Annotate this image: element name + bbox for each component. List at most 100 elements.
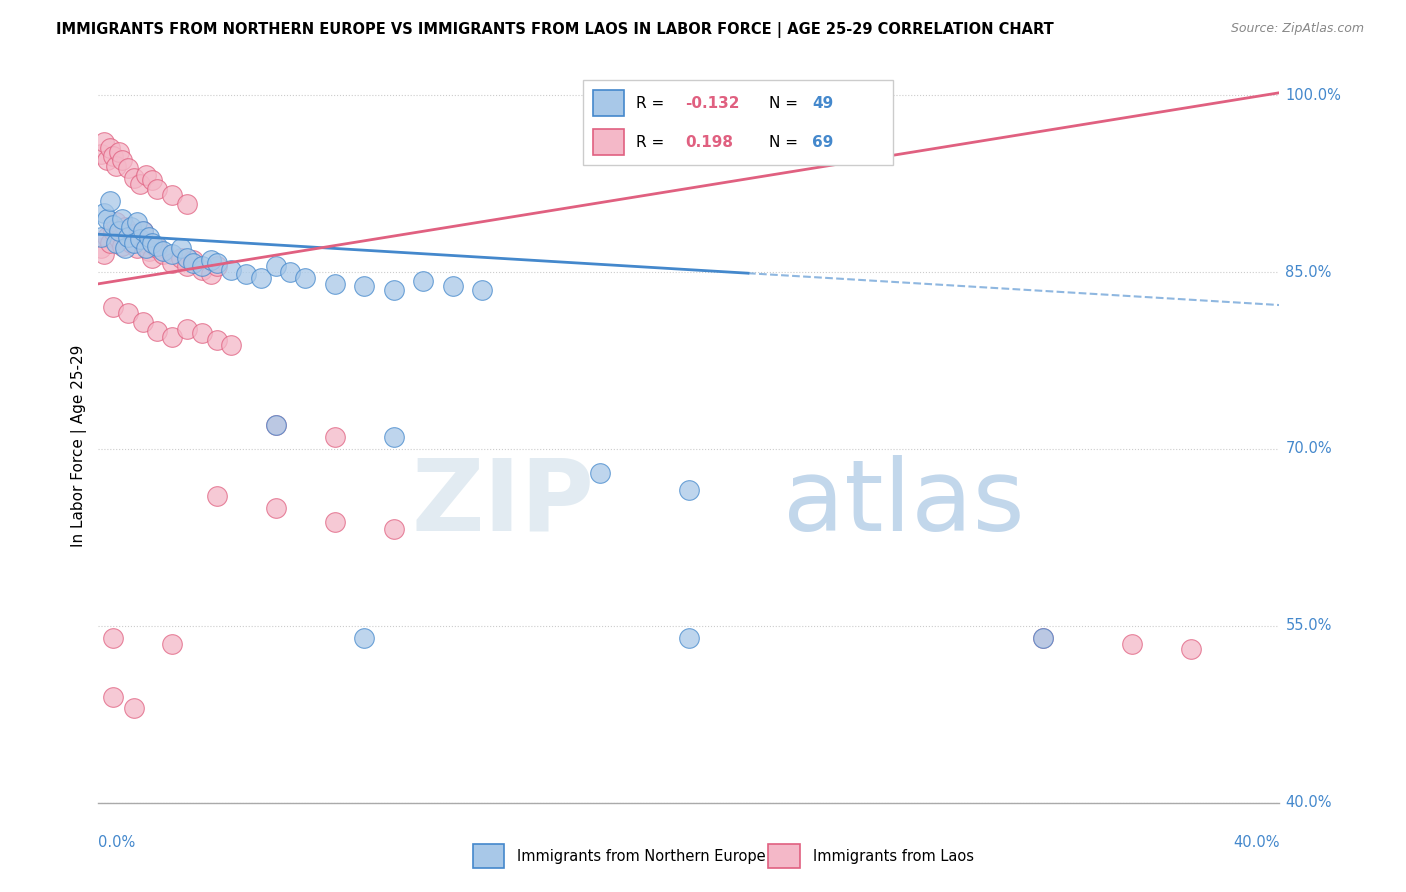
Point: [90, 147, 112, 161]
Point: [200, 268, 222, 282]
Point: [264, 418, 287, 433]
Point: [125, 242, 148, 256]
FancyBboxPatch shape: [593, 129, 624, 155]
Text: Source: ZipAtlas.com: Source: ZipAtlas.com: [1230, 22, 1364, 36]
Point: [141, 251, 163, 265]
Point: [120, 220, 142, 235]
Point: [132, 224, 155, 238]
Y-axis label: In Labor Force | Age 25-29: In Labor Force | Age 25-29: [72, 345, 87, 547]
Point: [108, 232, 131, 246]
Point: [181, 253, 204, 268]
Text: 55.0%: 55.0%: [1285, 618, 1331, 633]
Point: [105, 215, 128, 229]
Point: [170, 242, 193, 256]
Point: [132, 314, 155, 328]
Point: [678, 483, 700, 498]
Text: 40.0%: 40.0%: [1285, 796, 1331, 810]
Text: IMMIGRANTS FROM NORTHERN EUROPE VS IMMIGRANTS FROM LAOS IN LABOR FORCE | AGE 25-: IMMIGRANTS FROM NORTHERN EUROPE VS IMMIG…: [56, 22, 1054, 38]
Point: [235, 268, 257, 282]
Point: [122, 701, 145, 715]
Point: [323, 515, 346, 529]
Point: [103, 631, 125, 645]
Point: [162, 188, 183, 202]
Point: [90, 242, 112, 256]
Point: [93, 136, 115, 150]
Point: [117, 229, 139, 244]
Point: [132, 224, 155, 238]
Text: R =: R =: [636, 95, 669, 111]
Text: 40.0%: 40.0%: [1233, 835, 1279, 850]
Point: [294, 271, 316, 285]
Point: [120, 235, 142, 250]
Point: [278, 265, 302, 279]
Point: [128, 232, 150, 246]
Text: 49: 49: [813, 95, 834, 111]
Text: 70.0%: 70.0%: [1285, 442, 1331, 457]
Point: [117, 229, 139, 244]
Point: [117, 306, 139, 320]
Point: [111, 211, 134, 226]
Point: [135, 242, 157, 256]
Point: [205, 259, 228, 273]
Point: [176, 259, 198, 273]
Point: [382, 283, 405, 297]
Point: [176, 196, 198, 211]
Point: [353, 279, 375, 293]
Point: [138, 244, 160, 258]
Point: [141, 173, 163, 187]
Point: [1180, 642, 1202, 657]
Text: 85.0%: 85.0%: [1285, 265, 1331, 279]
Point: [264, 500, 287, 515]
Point: [103, 224, 125, 238]
Point: [108, 224, 131, 238]
Point: [264, 418, 287, 433]
Point: [93, 206, 115, 220]
Point: [162, 330, 183, 344]
Text: 0.198: 0.198: [686, 135, 734, 150]
Point: [412, 275, 434, 289]
Point: [176, 251, 198, 265]
Text: ZIP: ZIP: [412, 455, 595, 551]
Text: 100.0%: 100.0%: [1285, 87, 1341, 103]
Point: [114, 220, 136, 235]
Point: [103, 218, 125, 232]
FancyBboxPatch shape: [472, 844, 505, 869]
Point: [98, 235, 121, 250]
Text: atlas: atlas: [783, 455, 1025, 551]
Point: [103, 149, 125, 163]
Point: [96, 211, 118, 226]
Point: [678, 631, 700, 645]
Point: [96, 153, 118, 167]
Point: [128, 177, 150, 191]
Text: Immigrants from Northern Europe: Immigrants from Northern Europe: [517, 849, 766, 863]
Point: [135, 169, 157, 183]
Text: 0.0%: 0.0%: [98, 835, 135, 850]
Text: 69: 69: [813, 135, 834, 150]
Point: [122, 227, 145, 242]
Point: [323, 430, 346, 444]
Point: [125, 215, 148, 229]
Point: [353, 631, 375, 645]
Point: [98, 141, 121, 155]
Text: R =: R =: [636, 135, 669, 150]
Point: [146, 182, 169, 196]
Point: [219, 262, 242, 277]
Point: [96, 229, 118, 244]
Point: [181, 255, 204, 269]
Point: [205, 334, 228, 348]
Point: [108, 145, 131, 159]
Point: [152, 247, 174, 261]
Point: [200, 253, 222, 268]
Point: [382, 430, 405, 444]
Point: [441, 279, 464, 293]
Point: [219, 338, 242, 352]
Point: [589, 466, 612, 480]
Point: [146, 242, 169, 256]
Point: [146, 324, 169, 338]
Point: [122, 170, 145, 185]
Point: [191, 262, 214, 277]
Point: [98, 194, 121, 209]
Point: [105, 235, 128, 250]
Point: [105, 159, 128, 173]
Point: [135, 235, 157, 250]
